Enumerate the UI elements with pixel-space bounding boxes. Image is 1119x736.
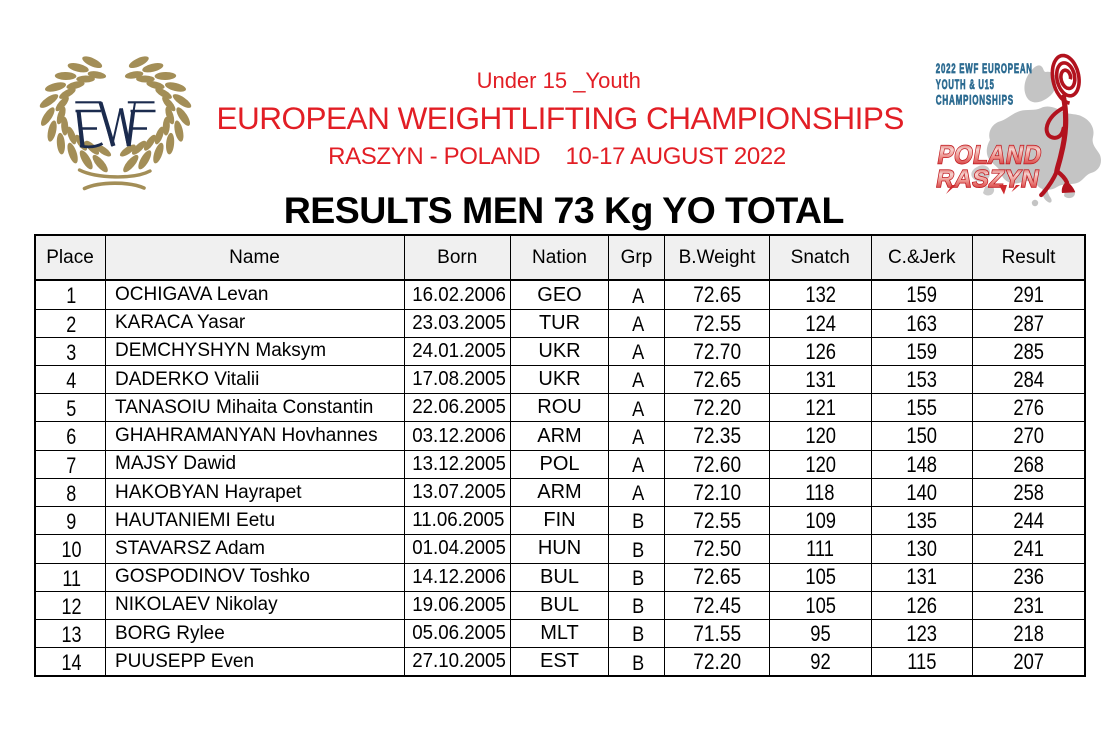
svg-text:POLAND: POLAND (935, 141, 1044, 170)
svg-text:RASZYN: RASZYN (934, 166, 1041, 193)
svg-text:YOUTH & U15: YOUTH & U15 (936, 78, 995, 93)
svg-text:CHAMPIONSHIPS: CHAMPIONSHIPS (936, 94, 1014, 109)
svg-text:2022 EWF EUROPEAN: 2022 EWF EUROPEAN (936, 62, 1033, 77)
